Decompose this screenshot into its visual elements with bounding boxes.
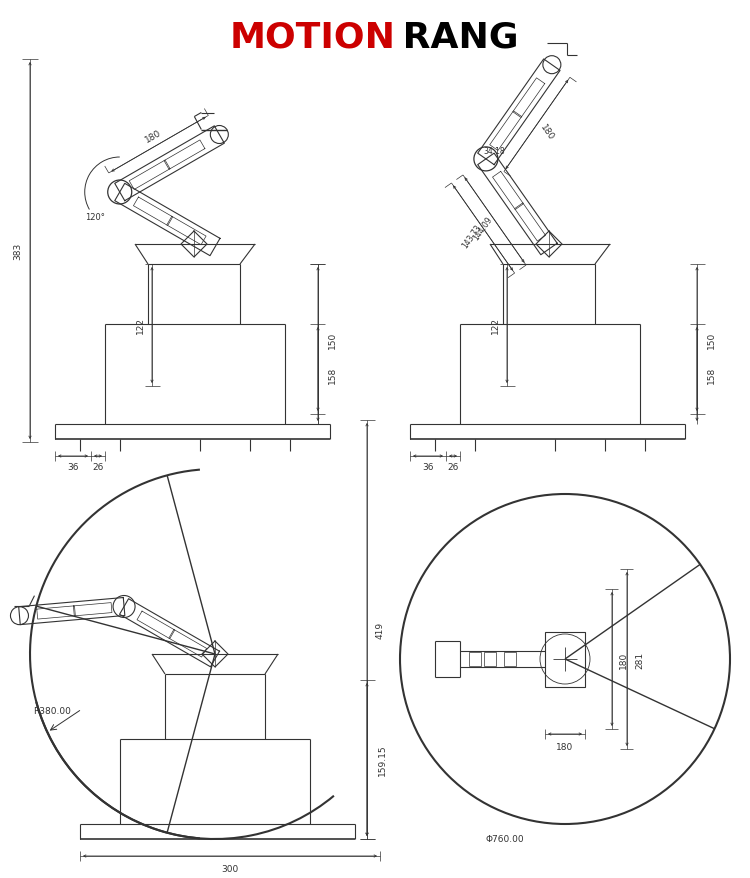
Text: 122: 122 xyxy=(490,317,500,335)
Text: 281: 281 xyxy=(635,651,644,668)
Text: 26: 26 xyxy=(92,463,104,472)
Text: 419: 419 xyxy=(376,621,385,637)
Text: 26: 26 xyxy=(447,463,459,472)
Bar xyxy=(469,652,481,666)
Bar xyxy=(484,652,496,666)
Text: Φ760.00: Φ760.00 xyxy=(486,835,524,844)
Text: 122: 122 xyxy=(136,317,145,335)
Text: 36: 36 xyxy=(422,463,433,472)
Text: 300: 300 xyxy=(221,865,238,874)
Bar xyxy=(504,652,516,666)
Text: 383: 383 xyxy=(13,242,22,259)
Text: 180: 180 xyxy=(538,123,555,141)
Text: 143.73: 143.73 xyxy=(460,223,483,250)
Text: 159.15: 159.15 xyxy=(377,744,386,775)
Text: 180: 180 xyxy=(619,651,628,668)
Text: 120°: 120° xyxy=(85,213,105,222)
Text: 158: 158 xyxy=(706,366,716,383)
Text: 158: 158 xyxy=(328,366,337,383)
Text: 144.09: 144.09 xyxy=(472,215,494,242)
Text: 36: 36 xyxy=(68,463,79,472)
Text: R380.00: R380.00 xyxy=(33,707,71,716)
Text: 34.18: 34.18 xyxy=(483,148,505,156)
Text: 180: 180 xyxy=(144,128,164,145)
Text: 150: 150 xyxy=(706,331,716,349)
Text: 150: 150 xyxy=(328,331,337,349)
Text: RANG: RANG xyxy=(390,21,518,55)
Bar xyxy=(545,632,585,687)
Text: MOTION: MOTION xyxy=(230,21,396,55)
Text: 180: 180 xyxy=(556,743,574,752)
